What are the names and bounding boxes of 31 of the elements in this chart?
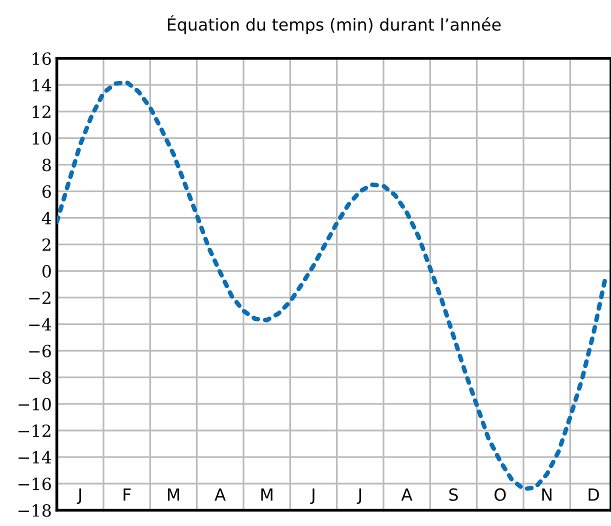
y-tick-label: −2	[29, 292, 50, 304]
x-tick-label: A	[214, 488, 226, 501]
x-tick-label: A	[401, 488, 412, 501]
y-tick-label: −18	[18, 504, 51, 517]
y-tick-label: 8	[42, 158, 51, 172]
y-tick-label: −6	[29, 344, 51, 358]
y-tick-label: 16	[32, 52, 51, 65]
x-tick-label: J	[356, 488, 361, 504]
y-tick-label: −10	[18, 398, 51, 410]
y-tick-label: 12	[32, 106, 50, 118]
x-tick-label: N	[542, 488, 552, 501]
x-tick-label: D	[588, 488, 599, 501]
y-tick-label: 2	[42, 238, 50, 251]
y-tick-label: 0	[42, 264, 51, 278]
y-tick-label: 14	[32, 78, 52, 92]
y-tick-label: 4	[42, 212, 52, 224]
y-tick-label: −14	[18, 451, 52, 464]
y-tick-label: −12	[18, 424, 50, 437]
x-tick-label: J	[76, 488, 81, 504]
x-tick-label: J	[310, 488, 314, 504]
y-tick-label: 10	[32, 132, 51, 145]
y-tick-label: −8	[29, 371, 51, 384]
x-tick-label: S	[449, 488, 458, 501]
chart-title: Équation du temps (min) durant l’année	[168, 15, 501, 34]
y-tick-label: −16	[18, 478, 51, 490]
y-tick-label: 6	[42, 185, 51, 198]
x-tick-label: M	[261, 488, 272, 501]
x-tick-label: F	[124, 488, 131, 501]
y-tick-label: −4	[29, 318, 52, 331]
x-tick-label: M	[168, 488, 180, 501]
x-tick-label: O	[494, 488, 506, 501]
